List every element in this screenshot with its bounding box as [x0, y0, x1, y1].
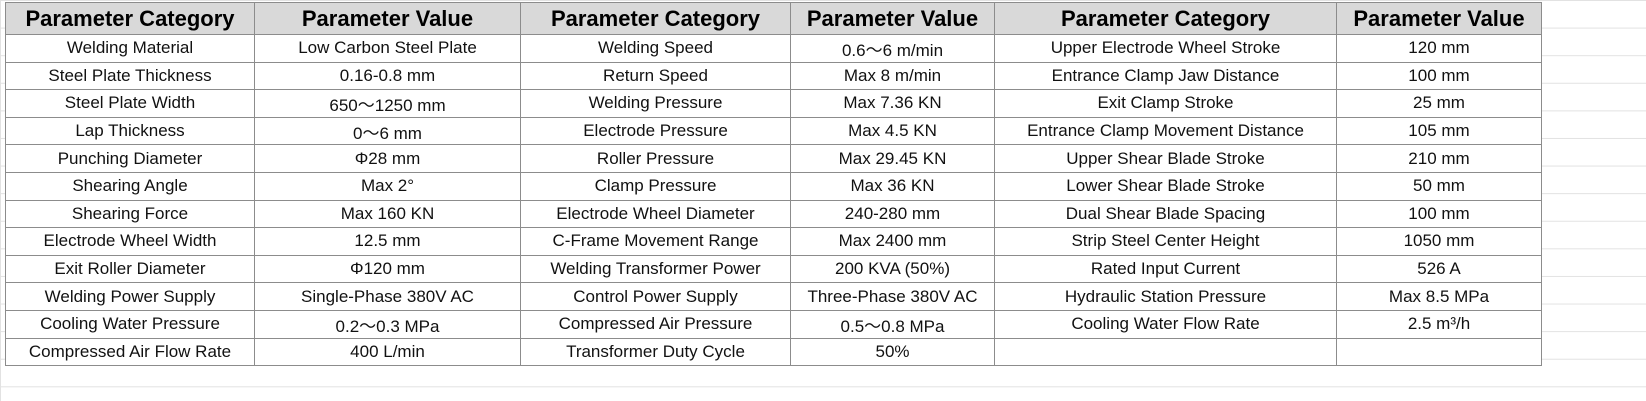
- value-cell[interactable]: 50 mm: [1336, 171, 1542, 201]
- value-cell[interactable]: Max 2°: [254, 171, 521, 201]
- table-row: Welding Material Low Carbon Steel Plate We…: [5, 34, 1542, 63]
- header-parameter-category-2[interactable]: Parameter Category: [520, 2, 791, 35]
- category-cell[interactable]: Welding Transformer Power: [520, 254, 791, 284]
- value-cell[interactable]: 105 mm: [1336, 116, 1542, 146]
- value-cell[interactable]: Max 29.45 KN: [790, 144, 995, 173]
- category-cell[interactable]: C-Frame Movement Range: [520, 227, 791, 256]
- category-cell[interactable]: Compressed Air Flow Rate: [5, 337, 255, 367]
- table-row: Electrode Wheel Width 12.5 mm C-Frame Move…: [5, 227, 1542, 256]
- table-row: Cooling Water Pressure 0.2～0.3 MPa Compres…: [5, 309, 1542, 339]
- category-cell[interactable]: Cooling Water Pressure: [5, 309, 255, 339]
- category-cell[interactable]: Exit Clamp Stroke: [994, 89, 1337, 118]
- value-cell[interactable]: Max 160 KN: [254, 199, 521, 229]
- value-cell[interactable]: Φ28 mm: [254, 144, 521, 173]
- value-cell[interactable]: 0.5～0.8 MPa: [790, 309, 995, 339]
- category-cell[interactable]: Punching Diameter: [5, 144, 255, 173]
- category-cell[interactable]: Exit Roller Diameter: [5, 254, 255, 284]
- category-cell[interactable]: [994, 337, 1337, 367]
- category-cell[interactable]: Upper Shear Blade Stroke: [994, 144, 1337, 173]
- category-cell[interactable]: Steel Plate Width: [5, 89, 255, 118]
- table-row: Exit Roller Diameter Φ120 mm Welding Trans…: [5, 254, 1542, 284]
- category-cell[interactable]: Clamp Pressure: [520, 171, 791, 201]
- category-cell[interactable]: Welding Material: [5, 34, 255, 63]
- value-cell[interactable]: 0.16-0.8 mm: [254, 61, 521, 91]
- value-cell[interactable]: Max 7.36 KN: [790, 89, 995, 118]
- value-cell[interactable]: 12.5 mm: [254, 227, 521, 256]
- category-cell[interactable]: Transformer Duty Cycle: [520, 337, 791, 367]
- category-cell[interactable]: Entrance Clamp Jaw Distance: [994, 61, 1337, 91]
- category-cell[interactable]: Return Speed: [520, 61, 791, 91]
- value-cell[interactable]: Max 4.5 KN: [790, 116, 995, 146]
- value-cell[interactable]: 100 mm: [1336, 199, 1542, 229]
- value-cell[interactable]: 25 mm: [1336, 89, 1542, 118]
- value-cell[interactable]: 120 mm: [1336, 34, 1542, 63]
- table-row: Shearing Force Max 160 KN Electrode Wheel …: [5, 199, 1542, 229]
- header-parameter-value-3[interactable]: Parameter Value: [1336, 2, 1542, 35]
- category-cell[interactable]: Electrode Wheel Width: [5, 227, 255, 256]
- category-cell[interactable]: Shearing Force: [5, 199, 255, 229]
- header-parameter-category-1[interactable]: Parameter Category: [5, 2, 255, 35]
- value-cell[interactable]: 650～1250 mm: [254, 89, 521, 118]
- header-parameter-value-1[interactable]: Parameter Value: [254, 2, 521, 35]
- category-cell[interactable]: Control Power Supply: [520, 282, 791, 311]
- category-cell[interactable]: Electrode Pressure: [520, 116, 791, 146]
- category-cell[interactable]: Shearing Angle: [5, 171, 255, 201]
- value-cell[interactable]: 2.5 m³/h: [1336, 309, 1542, 339]
- header-row: Parameter Category Parameter Value Param…: [5, 2, 1542, 35]
- value-cell[interactable]: 50%: [790, 337, 995, 367]
- value-cell[interactable]: [1336, 337, 1542, 367]
- category-cell[interactable]: Upper Electrode Wheel Stroke: [994, 34, 1337, 63]
- value-cell[interactable]: 0.6～6 m/min: [790, 34, 995, 63]
- value-cell[interactable]: 240-280 mm: [790, 199, 995, 229]
- category-cell[interactable]: Steel Plate Thickness: [5, 61, 255, 91]
- category-cell[interactable]: Compressed Air Pressure: [520, 309, 791, 339]
- category-cell[interactable]: Roller Pressure: [520, 144, 791, 173]
- category-cell[interactable]: Entrance Clamp Movement Distance: [994, 116, 1337, 146]
- value-cell[interactable]: 210 mm: [1336, 144, 1542, 173]
- value-cell[interactable]: 0.2～0.3 MPa: [254, 309, 521, 339]
- table-row: Steel Plate Width 650～1250 mm Welding Pres…: [5, 89, 1542, 118]
- table-row: Steel Plate Thickness 0.16-0.8 mm Return S…: [5, 61, 1542, 91]
- table-row: Compressed Air Flow Rate 400 L/min Transfo…: [5, 337, 1542, 367]
- value-cell[interactable]: 400 L/min: [254, 337, 521, 367]
- table-row: Punching Diameter Φ28 mm Roller Pressure Ma…: [5, 144, 1542, 173]
- table-row: Welding Power Supply Single-Phase 380V AC…: [5, 282, 1542, 311]
- category-cell[interactable]: Rated Input Current: [994, 254, 1337, 284]
- value-cell[interactable]: Three-Phase 380V AC: [790, 282, 995, 311]
- value-cell[interactable]: 526 A: [1336, 254, 1542, 284]
- table-row: Shearing Angle Max 2° Clamp Pressure Max 36…: [5, 171, 1542, 201]
- value-cell[interactable]: Max 36 KN: [790, 171, 995, 201]
- value-cell[interactable]: 1050 mm: [1336, 227, 1542, 256]
- category-cell[interactable]: Dual Shear Blade Spacing: [994, 199, 1337, 229]
- category-cell[interactable]: Lap Thickness: [5, 116, 255, 146]
- category-cell[interactable]: Lower Shear Blade Stroke: [994, 171, 1337, 201]
- category-cell[interactable]: Welding Pressure: [520, 89, 791, 118]
- value-cell[interactable]: Single-Phase 380V AC: [254, 282, 521, 311]
- value-cell[interactable]: Max 8.5 MPa: [1336, 282, 1542, 311]
- category-cell[interactable]: Welding Speed: [520, 34, 791, 63]
- value-cell[interactable]: Max 8 m/min: [790, 61, 995, 91]
- header-parameter-value-2[interactable]: Parameter Value: [790, 2, 995, 35]
- table-body: Welding Material Low Carbon Steel Plate We…: [5, 34, 1542, 367]
- value-cell[interactable]: Max 2400 mm: [790, 227, 995, 256]
- category-cell[interactable]: Hydraulic Station Pressure: [994, 282, 1337, 311]
- category-cell[interactable]: Welding Power Supply: [5, 282, 255, 311]
- value-cell[interactable]: Φ120 mm: [254, 254, 521, 284]
- category-cell[interactable]: Cooling Water Flow Rate: [994, 309, 1337, 339]
- category-cell[interactable]: Electrode Wheel Diameter: [520, 199, 791, 229]
- parameter-table: Parameter Category Parameter Value Param…: [5, 2, 1542, 367]
- value-cell[interactable]: 100 mm: [1336, 61, 1542, 91]
- category-cell[interactable]: Strip Steel Center Height: [994, 227, 1337, 256]
- value-cell[interactable]: 0～6 mm: [254, 116, 521, 146]
- value-cell[interactable]: Low Carbon Steel Plate: [254, 34, 521, 63]
- value-cell[interactable]: 200 KVA (50%): [790, 254, 995, 284]
- header-parameter-category-3[interactable]: Parameter Category: [994, 2, 1337, 35]
- table-row: Lap Thickness 0～6 mm Electrode Pressure Max…: [5, 116, 1542, 146]
